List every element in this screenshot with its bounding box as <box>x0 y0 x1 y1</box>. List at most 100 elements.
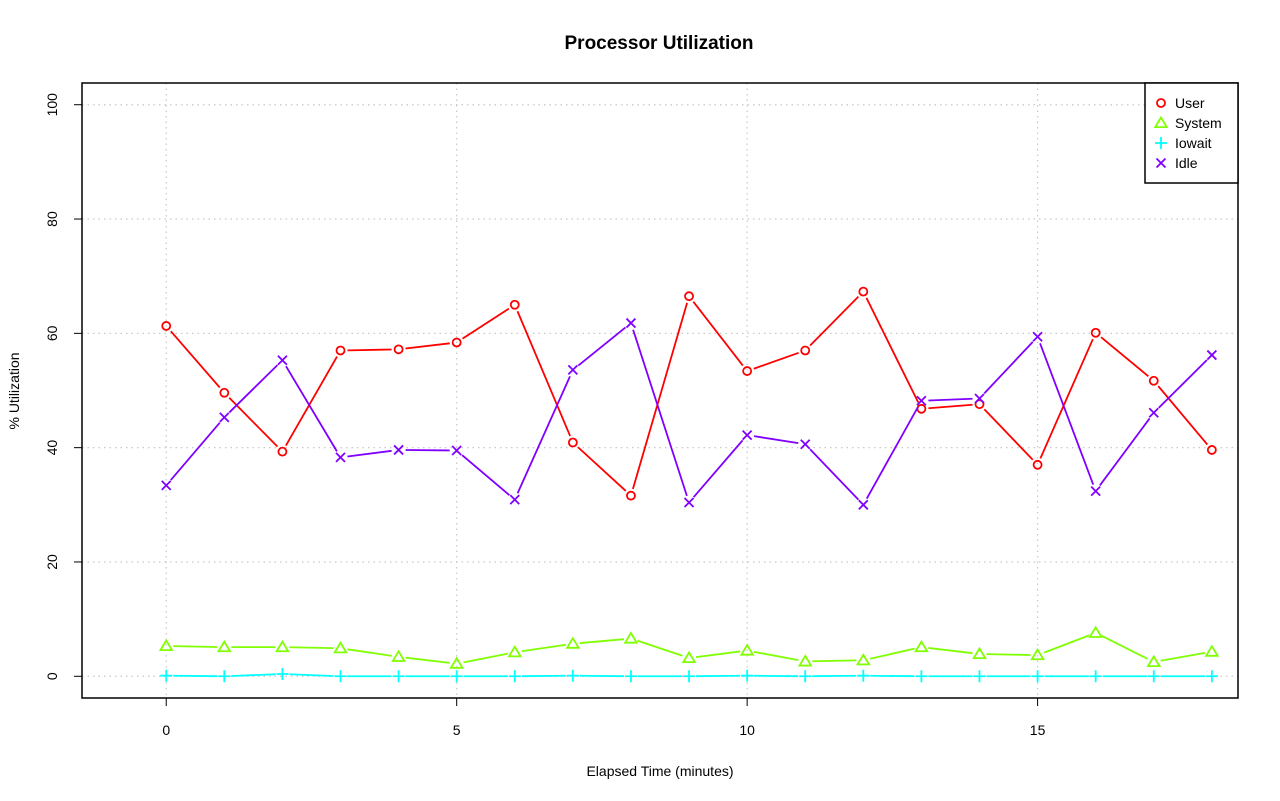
data-point-iowait-10 <box>741 669 754 682</box>
series-line-user <box>170 295 1209 492</box>
x-tick-label-10: 10 <box>739 722 755 738</box>
data-point-idle-5 <box>451 445 462 456</box>
data-point-iowait-17 <box>1147 670 1160 683</box>
data-point-system-3 <box>333 641 348 654</box>
legend-marker-iowait <box>1155 137 1167 149</box>
data-point-system-15 <box>1030 647 1045 661</box>
data-point-system-0 <box>158 638 174 652</box>
data-point-user-3 <box>335 345 346 356</box>
data-point-system-2 <box>275 639 290 653</box>
data-point-user-0 <box>161 321 172 331</box>
data-point-idle-13 <box>916 395 927 406</box>
y-tick-label-100: 100 <box>44 93 60 117</box>
data-point-iowait-2 <box>276 667 289 680</box>
series-line-system <box>173 634 1206 664</box>
x-axis: 0 5 10 15 <box>162 698 1046 738</box>
data-point-system-13 <box>914 639 929 653</box>
data-point-system-8 <box>623 631 639 644</box>
series-idle <box>161 317 1217 510</box>
legend-label-system: System <box>1175 115 1222 131</box>
data-point-user-12 <box>858 286 869 297</box>
data-point-idle-10 <box>741 429 753 441</box>
data-point-user-4 <box>393 344 404 355</box>
data-point-user-8 <box>626 490 636 501</box>
legend-label-idle: Idle <box>1175 155 1198 171</box>
series-iowait <box>160 667 1218 683</box>
data-point-iowait-6 <box>508 670 521 683</box>
data-point-user-18 <box>1206 445 1217 455</box>
data-point-idle-0 <box>161 480 172 491</box>
data-point-system-18 <box>1204 644 1220 657</box>
data-point-idle-15 <box>1032 331 1043 342</box>
plot-frame <box>81 82 1239 699</box>
series-line-iowait <box>173 673 1205 678</box>
data-point-idle-16 <box>1090 485 1101 497</box>
legend-label-user: User <box>1175 95 1205 111</box>
data-point-system-9 <box>681 650 697 664</box>
data-point-user-6 <box>509 299 520 310</box>
y-axis: 0 20 40 60 80 100 <box>44 93 82 680</box>
data-point-user-16 <box>1090 327 1101 338</box>
data-point-idle-3 <box>335 452 346 463</box>
data-point-system-14 <box>972 646 987 660</box>
data-point-idle-7 <box>567 364 579 376</box>
data-point-system-6 <box>507 645 523 658</box>
legend-marker-user <box>1156 98 1166 108</box>
data-point-idle-2 <box>277 355 288 366</box>
data-point-system-5 <box>449 656 465 669</box>
data-point-system-1 <box>216 639 232 653</box>
data-point-idle-12 <box>858 499 869 510</box>
legend-marker-system <box>1153 115 1169 129</box>
x-tick-label-15: 15 <box>1030 722 1046 738</box>
y-axis-title: % Utilization <box>6 352 22 429</box>
data-point-iowait-18 <box>1205 670 1218 683</box>
data-point-iowait-15 <box>1031 670 1044 683</box>
y-tick-label-40: 40 <box>44 440 60 456</box>
grid <box>82 83 1238 698</box>
data-point-user-7 <box>567 437 578 448</box>
data-point-idle-8 <box>625 317 637 329</box>
data-point-system-7 <box>565 636 581 649</box>
data-point-idle-4 <box>393 444 404 456</box>
data-point-iowait-12 <box>857 669 870 682</box>
y-tick-label-0: 0 <box>44 672 60 680</box>
data-point-user-2 <box>277 446 288 457</box>
data-point-iowait-5 <box>450 670 463 683</box>
x-axis-title: Elapsed Time (minutes) <box>586 763 733 779</box>
chart-title: Processor Utilization <box>565 33 754 54</box>
legend-marker-idle <box>1155 157 1167 169</box>
series-layer <box>158 286 1220 683</box>
data-point-iowait-9 <box>683 670 696 683</box>
data-point-iowait-11 <box>799 670 812 683</box>
data-point-system-10 <box>739 643 755 656</box>
legend-label-iowait: Iowait <box>1175 135 1212 151</box>
data-point-system-17 <box>1146 654 1162 668</box>
data-point-idle-18 <box>1206 349 1217 361</box>
data-point-iowait-4 <box>392 670 405 683</box>
data-point-system-4 <box>391 649 406 662</box>
series-system <box>158 625 1220 669</box>
data-point-system-11 <box>797 654 813 667</box>
data-point-user-11 <box>800 345 811 356</box>
data-point-system-12 <box>855 653 871 666</box>
data-point-user-14 <box>974 399 985 410</box>
x-tick-label-5: 5 <box>453 722 461 738</box>
data-point-iowait-7 <box>566 669 579 682</box>
x-tick-label-0: 0 <box>162 722 170 738</box>
data-point-user-13 <box>916 403 927 414</box>
data-point-iowait-14 <box>973 670 986 683</box>
data-point-iowait-8 <box>624 670 637 683</box>
y-tick-label-60: 60 <box>44 325 60 341</box>
legend: User System Iowait Idle <box>1144 82 1239 184</box>
series-line-idle <box>170 326 1208 501</box>
data-point-user-15 <box>1032 459 1043 470</box>
data-point-idle-1 <box>219 412 230 423</box>
data-point-iowait-16 <box>1089 670 1102 683</box>
data-point-user-9 <box>684 291 694 302</box>
data-point-user-5 <box>451 337 462 348</box>
data-point-idle-17 <box>1148 407 1159 418</box>
data-point-iowait-13 <box>915 670 928 683</box>
data-point-idle-9 <box>683 497 695 508</box>
y-tick-label-20: 20 <box>44 554 60 570</box>
